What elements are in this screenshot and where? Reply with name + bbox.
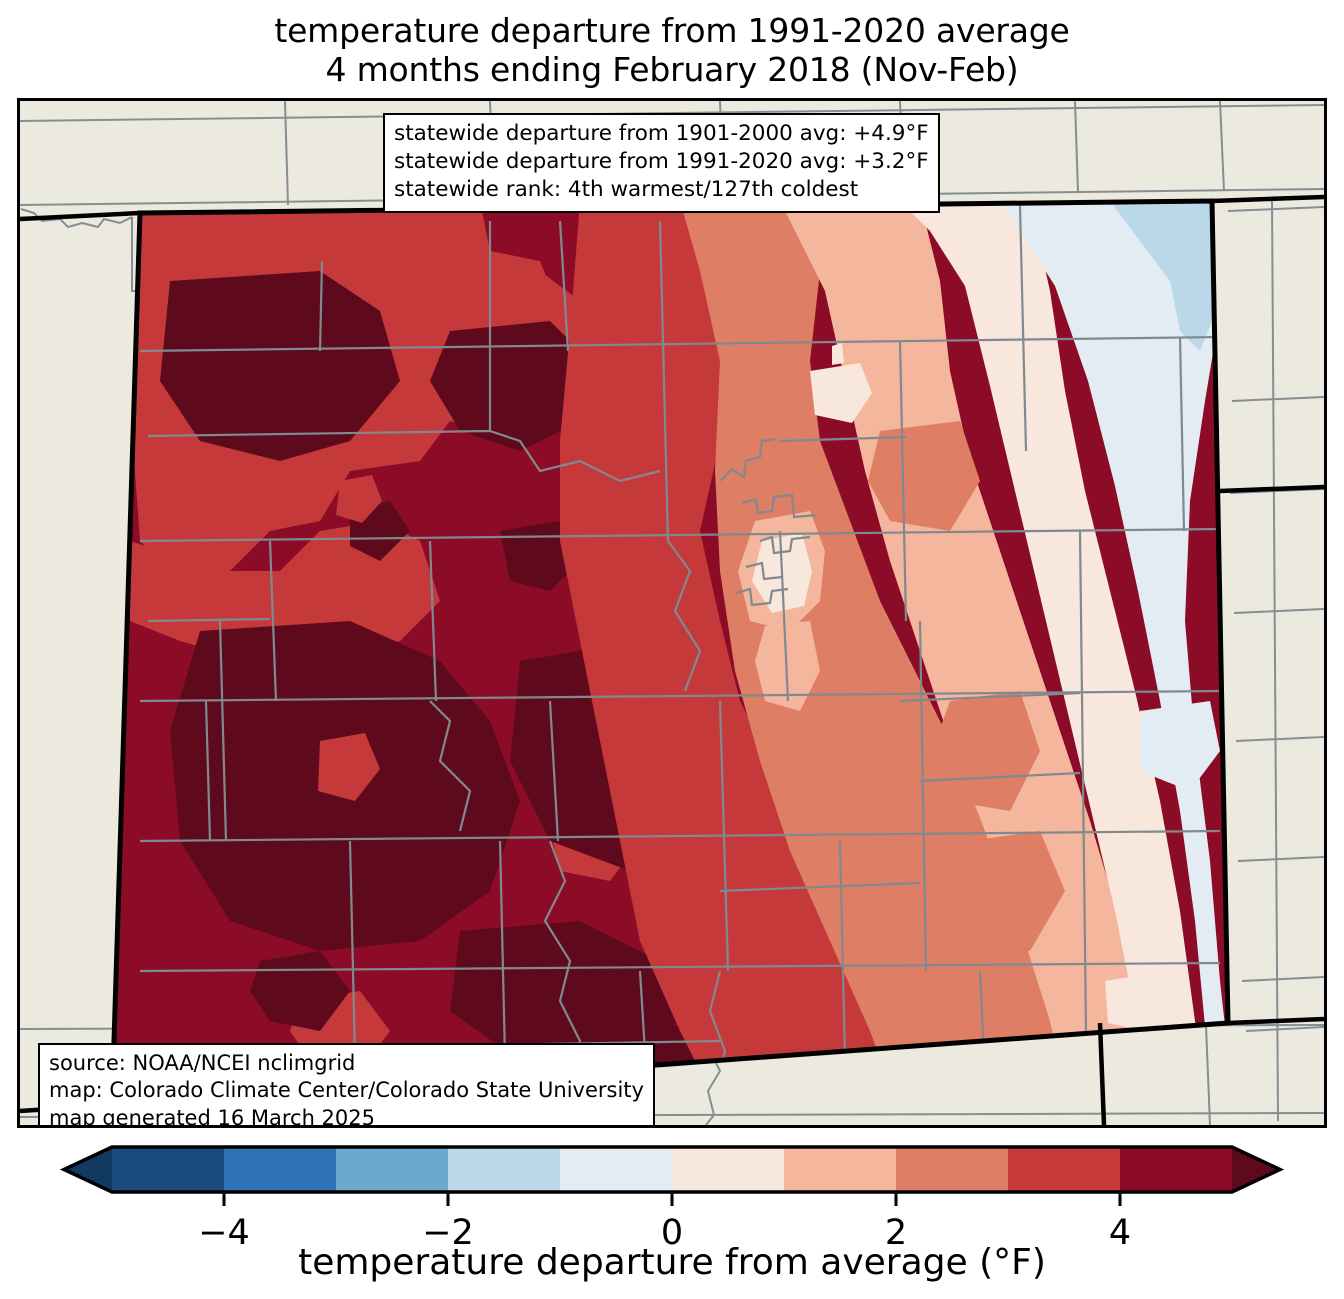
colorbar-band bbox=[224, 1147, 336, 1192]
colorbar-area: −4 −2 0 2 4 temperature departure from avera… bbox=[0, 1138, 1344, 1299]
colorbar[interactable]: −4 −2 0 2 4 temperature departure from avera… bbox=[0, 1138, 1344, 1299]
map-panel[interactable]: statewide departure from 1901-2000 avg: … bbox=[17, 98, 1327, 1128]
title-line-2: 4 months ending February 2018 (Nov-Feb) bbox=[325, 49, 1019, 89]
colorbar-bands bbox=[64, 1147, 1280, 1192]
colorbar-band bbox=[784, 1147, 896, 1192]
colorbar-over-arrow bbox=[1232, 1147, 1280, 1192]
colorbar-band bbox=[672, 1147, 784, 1192]
colorbar-tick-label: 2 bbox=[885, 1213, 907, 1253]
colorbar-tick-label: 4 bbox=[1109, 1213, 1131, 1253]
chart-title: temperature departure from 1991-2020 ave… bbox=[0, 11, 1344, 90]
statistics-box: statewide departure from 1901-2000 avg: … bbox=[383, 113, 940, 213]
source-credit-box: source: NOAA/NCEI nclimgrid map: Colorad… bbox=[38, 1043, 655, 1128]
source-line-3: map generated 16 March 2025 bbox=[49, 1105, 376, 1128]
colorbar-axis-label: temperature departure from average (°F) bbox=[298, 1242, 1046, 1283]
colorbar-band bbox=[560, 1147, 672, 1192]
colorbar-tick-label: −2 bbox=[422, 1213, 474, 1253]
colorbar-band bbox=[448, 1147, 560, 1192]
colorbar-outline bbox=[59, 1145, 1285, 1194]
source-line-1: source: NOAA/NCEI nclimgrid bbox=[49, 1051, 356, 1075]
title-line-1: temperature departure from 1991-2020 ave… bbox=[274, 11, 1070, 50]
colorbar-band bbox=[1008, 1147, 1120, 1192]
stats-line-1: statewide departure from 1901-2000 avg: … bbox=[394, 121, 929, 146]
colorbar-tick-label: 0 bbox=[661, 1213, 683, 1253]
colorbar-tick-label: −4 bbox=[198, 1213, 250, 1253]
stats-line-3: statewide rank: 4th warmest/127th coldes… bbox=[394, 176, 859, 202]
colorbar-band bbox=[336, 1147, 448, 1192]
colorbar-band bbox=[1120, 1147, 1232, 1192]
choropleth-map bbox=[20, 101, 1324, 1125]
colorbar-frame bbox=[59, 1145, 1285, 1194]
colorbar-band bbox=[112, 1147, 224, 1192]
temperature-contours bbox=[112, 201, 1228, 1105]
neighbor-state-borders bbox=[20, 194, 1324, 1125]
colorbar-ticks bbox=[222, 1192, 1122, 1206]
source-line-2: map: Colorado Climate Center/Colorado St… bbox=[49, 1078, 644, 1103]
colorbar-under-arrow bbox=[64, 1147, 112, 1192]
colorbar-band bbox=[896, 1147, 1008, 1192]
stats-line-2: statewide departure from 1991-2020 avg: … bbox=[394, 148, 929, 174]
colorbar-tick-labels: −4 −2 0 2 4 bbox=[198, 1213, 1131, 1253]
